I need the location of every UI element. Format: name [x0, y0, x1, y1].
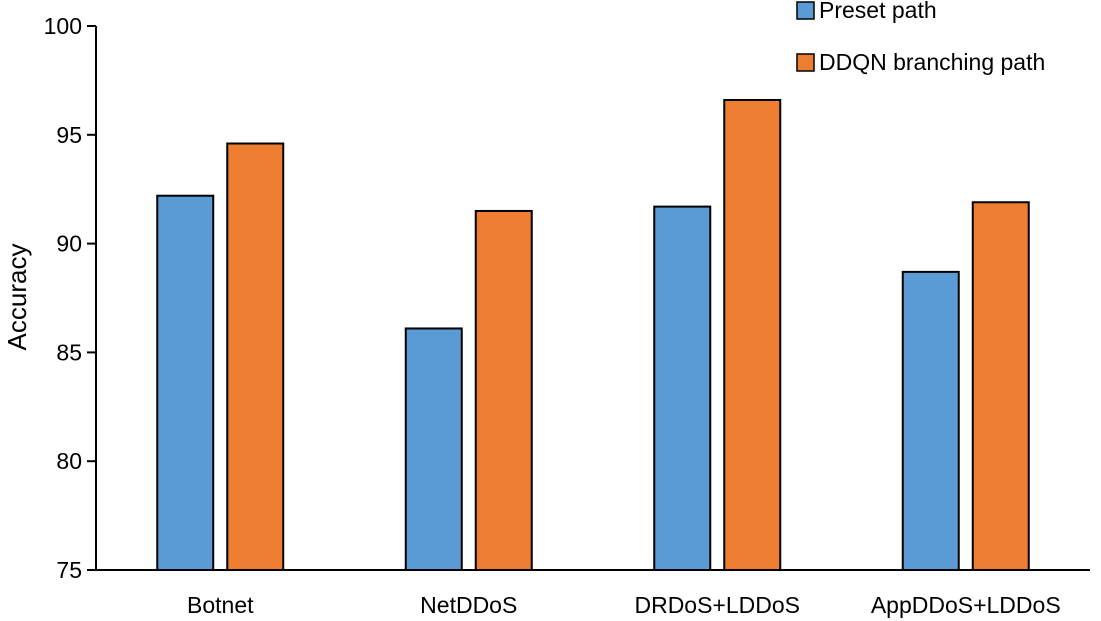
bar-drdos-lddos-series-2 [723, 98, 782, 571]
y-tick-label: 75 [56, 557, 82, 583]
bar-appddos-lddos-series-1 [901, 270, 960, 571]
y-tick-label: 95 [56, 122, 82, 148]
bar-netddos-series-1 [404, 327, 463, 571]
legend-label-2: DDQN branching path [819, 49, 1045, 75]
x-tick-label: Botnet [187, 592, 254, 618]
y-axis-title: Accuracy [2, 244, 32, 351]
y-tick-label: 90 [56, 231, 82, 257]
legend-label-1: Preset path [819, 0, 937, 23]
bar-drdos-lddos-series-1 [653, 205, 712, 571]
bars-group [156, 98, 1030, 572]
bar-appddos-lddos-series-2 [971, 201, 1030, 571]
y-tick-label: 100 [44, 13, 82, 39]
legend-swatch-2 [796, 53, 815, 72]
bar-botnet-series-1 [156, 194, 215, 571]
x-tick-label: NetDDoS [420, 592, 517, 618]
axes-group: Botnet NetDDoS DRDoS+LDDoS AppDDoS+LDDoS 75 8… [44, 13, 1090, 618]
bar-botnet-series-2 [226, 142, 285, 571]
y-tick-label: 80 [56, 448, 82, 474]
x-tick-label: DRDoS+LDDoS [634, 592, 800, 618]
y-tick-label: 85 [56, 339, 82, 365]
x-tick-label: AppDDoS+LDDoS [871, 592, 1061, 618]
bar-netddos-series-2 [474, 209, 533, 572]
legend: Preset path DDQN branching path [796, 0, 1045, 75]
legend-swatch-1 [796, 1, 815, 20]
